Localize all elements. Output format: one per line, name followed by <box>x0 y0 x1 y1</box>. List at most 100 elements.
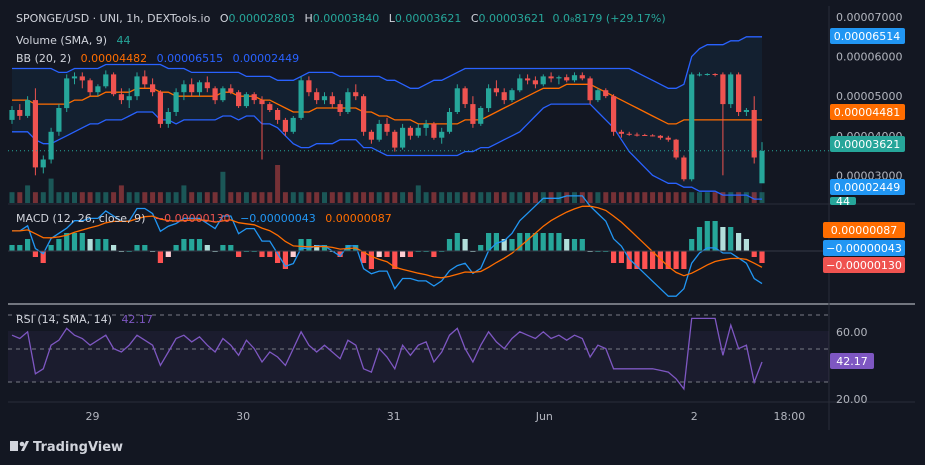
candle <box>150 78 156 97</box>
macd-bar <box>142 245 148 251</box>
volume-bar <box>306 192 312 203</box>
candle <box>368 129 374 144</box>
svg-text:0.00006514: 0.00006514 <box>834 30 900 43</box>
candle <box>454 84 460 114</box>
macd-bar <box>196 239 203 251</box>
volume-bar <box>689 192 695 203</box>
volume-bar <box>439 192 445 203</box>
candle <box>611 94 617 136</box>
volume-bar <box>525 192 531 203</box>
macd-bar <box>361 251 367 263</box>
candle <box>564 74 570 83</box>
candle <box>87 78 93 97</box>
macd-bar <box>25 239 31 251</box>
macd-bar <box>368 251 374 269</box>
svg-text:0.00004481: 0.00004481 <box>834 106 900 119</box>
symbol: SPONGE/USD · UNI, 1h, DEXTools.io <box>16 12 211 25</box>
candle <box>48 127 54 164</box>
volume-bar <box>579 192 585 203</box>
candle <box>509 88 515 103</box>
tradingview-logo[interactable]: TradingView <box>10 440 123 455</box>
macd-bar <box>728 227 734 251</box>
badge-macd-line: −0.00000043 <box>823 240 905 256</box>
macd-bar <box>32 251 38 257</box>
volume-bar <box>407 192 413 203</box>
candle <box>142 70 148 89</box>
price-axis[interactable]: 0.000070000.000060000.000050000.00004000… <box>836 11 902 182</box>
candle <box>236 90 242 108</box>
volume-bar <box>243 192 249 203</box>
candle <box>439 127 445 144</box>
candle <box>329 92 335 108</box>
rsi-axis[interactable]: 60.00 20.00 <box>836 326 868 406</box>
macd-bar <box>134 245 140 251</box>
time-tick-label: 18:00 <box>774 410 806 423</box>
volume-bar <box>431 192 437 203</box>
candle <box>32 88 38 176</box>
volume-bar <box>376 192 382 203</box>
candle <box>665 135 671 142</box>
candle <box>111 72 117 97</box>
macd-bar <box>431 251 437 257</box>
svg-text:0.00002449: 0.00002449 <box>834 181 900 194</box>
header-line: SPONGE/USD · UNI, 1h, DEXTools.io O0.000… <box>16 12 666 25</box>
macd-bar <box>618 251 624 263</box>
macd-signal-line <box>12 205 763 279</box>
volume-bar <box>478 192 484 203</box>
candle <box>290 116 296 134</box>
candle <box>321 92 328 105</box>
macd-bar <box>306 239 312 251</box>
macd-pane[interactable] <box>8 205 829 302</box>
macd-bar <box>564 239 570 251</box>
macd-bar <box>759 251 765 263</box>
volume-bar <box>236 192 242 203</box>
rsi-legend[interactable]: RSI (14, SMA, 14) 42.17 <box>16 313 153 326</box>
macd-bar <box>56 239 62 251</box>
candle <box>298 76 304 120</box>
candle <box>56 104 62 136</box>
rsi-pane[interactable] <box>8 306 829 402</box>
candle <box>525 74 531 85</box>
bb-legend[interactable]: BB (20, 2) 0.00004482 0.00006515 0.00002… <box>16 52 299 65</box>
macd-bar <box>509 239 515 251</box>
macd-bar <box>486 233 492 251</box>
volume-bar <box>48 178 54 203</box>
time-axis[interactable]: 29 30 31 Jun 2 18:00 <box>86 410 806 423</box>
volume-bar <box>618 192 624 203</box>
macd-bar <box>71 233 78 251</box>
bb-lower-line <box>12 103 762 200</box>
macd-bar <box>532 233 538 251</box>
macd-bar <box>548 233 554 251</box>
volume-bar <box>337 192 343 203</box>
price-tick-label: 0.00005000 <box>836 90 902 103</box>
candle <box>243 92 249 108</box>
volume-bar <box>486 192 492 203</box>
macd-bar <box>540 233 546 251</box>
volume-bar <box>9 192 15 203</box>
volume-bar <box>173 192 179 203</box>
volume-bar <box>697 192 702 203</box>
candle <box>306 76 312 97</box>
macd-bar <box>267 251 273 257</box>
volume-bar <box>728 192 734 203</box>
macd-bar <box>298 239 304 251</box>
volume-bar <box>267 192 273 203</box>
candle <box>384 117 390 136</box>
volume-bar <box>275 165 281 203</box>
candle <box>486 84 492 112</box>
candle <box>189 78 195 97</box>
candle <box>743 108 749 116</box>
badge-last-price: 0.00003621 <box>830 136 905 152</box>
time-tick-label: 2 <box>691 410 698 423</box>
volume-legend[interactable]: Volume (SMA, 9) 44 <box>16 34 130 47</box>
candle <box>446 108 453 134</box>
badge-rsi: 42.17 <box>830 353 874 369</box>
macd-legend[interactable]: MACD (12, 26, close, 9) −0.00000130 −0.0… <box>16 212 392 225</box>
watermark-text: TradingView <box>33 440 123 455</box>
candle <box>415 123 421 138</box>
candle <box>267 102 273 112</box>
volume-bar <box>95 192 101 203</box>
macd-bar <box>681 251 687 269</box>
volume-bar <box>157 192 163 203</box>
badge-bb-upper: 0.00006514 <box>830 28 905 44</box>
